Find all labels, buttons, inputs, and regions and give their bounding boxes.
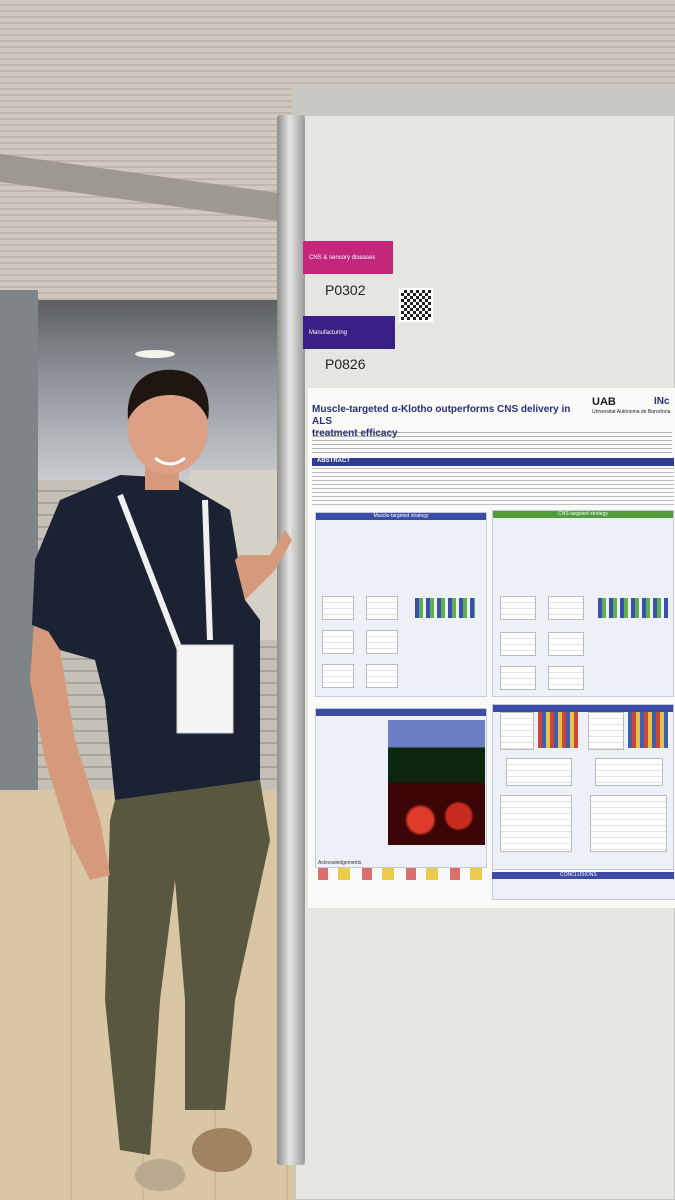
line-chart: [366, 596, 398, 620]
line-chart: [500, 666, 536, 690]
category-tag-label: CNS & sensory diseases: [309, 254, 376, 261]
heatmap: [628, 712, 668, 748]
presenter-person: [30, 369, 292, 1191]
abstract-text: [312, 468, 674, 508]
poster-authors: [312, 432, 672, 454]
pillar: [0, 290, 38, 840]
panel-header: Muscle-targeted strategy: [316, 513, 486, 520]
line-chart: [322, 630, 354, 654]
smile: [154, 456, 186, 466]
right-arm: [235, 530, 292, 600]
panel-header: CNS-targeted strategy: [493, 511, 673, 518]
bar-chart: [595, 758, 663, 786]
abstract-label: ABSTRACT: [317, 458, 350, 464]
acknowledgements-label: Acknowledgements: [318, 860, 362, 866]
line-chart: [322, 664, 354, 688]
line-chart: [548, 596, 584, 620]
hair: [127, 369, 209, 420]
poster-title: Muscle-targeted α-Klotho outperforms CNS…: [312, 404, 572, 440]
line-chart: [500, 596, 536, 620]
panel-header: [493, 705, 673, 712]
ceiling-light: [135, 350, 175, 358]
line-chart: [366, 630, 398, 654]
poster-board-top: [292, 88, 675, 120]
line-chart: [548, 666, 584, 690]
line-chart: [500, 712, 534, 750]
bar-chart: [590, 795, 667, 852]
poster-title-line2: treatment efficacy: [312, 428, 398, 439]
panel-header: [316, 709, 486, 716]
funding-logos: [318, 868, 483, 880]
panel-left-header-label: Muscle-targeted strategy: [373, 513, 429, 519]
poster-title-line1: Muscle-targeted α-Klotho outperforms CNS…: [312, 404, 571, 427]
left-arm: [30, 610, 110, 880]
bar-chart: [506, 758, 572, 786]
left-shoe: [135, 1159, 185, 1191]
name-badge: [176, 644, 234, 734]
uab-logo-subtitle: Universitat Autònoma de Barcelona: [592, 409, 671, 415]
poster-board-pole: [277, 115, 305, 1165]
bar-chart: [598, 598, 668, 618]
left-sleeve: [32, 500, 70, 640]
heatmap: [538, 712, 578, 748]
microscopy-stain: [395, 800, 480, 840]
panel-right-header-label: CNS-targeted strategy: [558, 511, 608, 517]
line-chart: [366, 664, 398, 688]
right-shoe: [192, 1128, 252, 1172]
uab-logo: UAB: [592, 396, 616, 408]
manufacturing-code: P0826: [325, 356, 366, 372]
bar-chart: [415, 598, 475, 618]
qr-code-icon: [399, 288, 433, 322]
category-tag: CNS & sensory diseases: [303, 241, 393, 274]
inc-logo: INc: [654, 396, 670, 407]
pants: [105, 780, 270, 1155]
line-chart: [500, 632, 536, 656]
lanyard: [117, 493, 213, 652]
conclusions-label: CONCLUSIONS: [560, 872, 597, 878]
bar-chart: [500, 795, 572, 852]
abstract-header: [312, 458, 674, 466]
manufacturing-tag: Manufacturing: [303, 316, 395, 349]
line-chart: [322, 596, 354, 620]
head: [128, 382, 208, 474]
line-chart: [588, 712, 624, 750]
category-code: P0302: [325, 282, 366, 298]
line-chart: [548, 632, 584, 656]
manufacturing-tag-label: Manufacturing: [309, 329, 348, 336]
conclusions-header: [492, 872, 674, 879]
